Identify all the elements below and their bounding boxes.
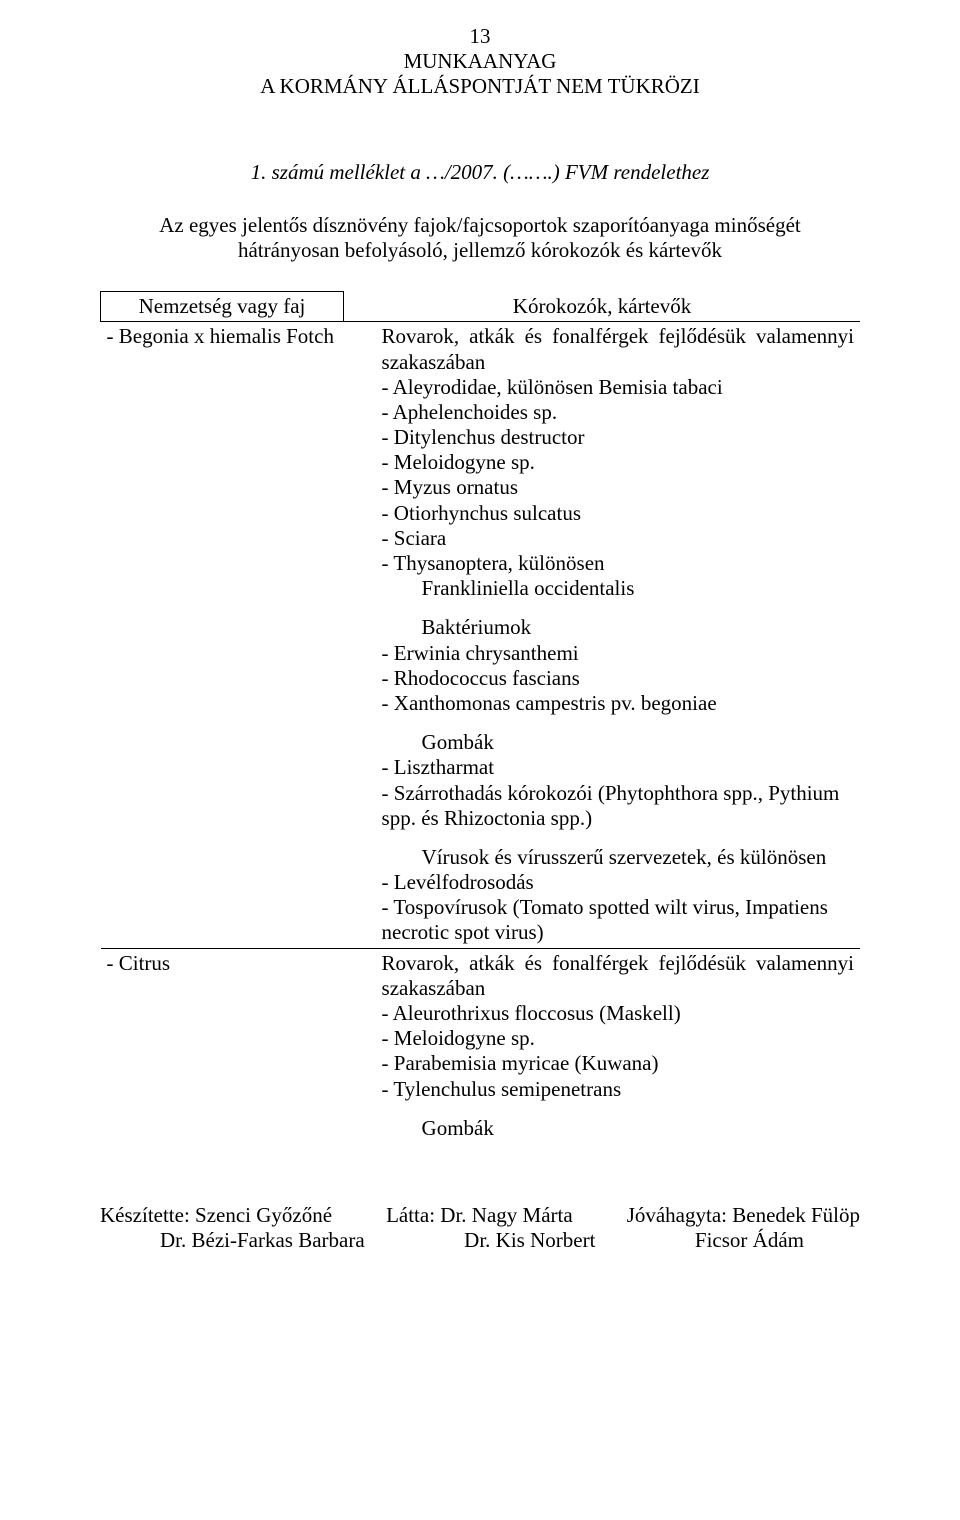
footer-approved-by-2: Ficsor Ádám: [695, 1228, 860, 1253]
intro-text: Rovarok, atkák és fonalférgek fejlődésük…: [350, 951, 854, 1001]
table-header-left: Nemzetség vagy faj: [101, 292, 344, 322]
list-item: - Meloidogyne sp.: [350, 1026, 854, 1051]
table-row: - Citrus Rovarok, atkák és fonalférgek f…: [101, 948, 861, 1143]
list-item: - Tylenchulus semipenetrans: [350, 1077, 854, 1102]
list-item: - Thysanoptera, különösen: [350, 551, 854, 576]
footer-row-1: Készítette: Szenci Győzőné Látta: Dr. Na…: [100, 1203, 860, 1228]
species-cell-begonia: - Begonia x hiemalis Fotch: [101, 322, 344, 948]
attachment-line: 1. számú melléklet a …/2007. (…….) FVM r…: [100, 160, 860, 185]
footer-row-2: Dr. Bézi-Farkas Barbara Dr. Kis Norbert …: [100, 1228, 860, 1253]
list-item: - Szárrothadás kórokozói (Phytophthora s…: [350, 781, 854, 831]
list-item: - Otiorhynchus sulcatus: [350, 501, 854, 526]
main-table: Nemzetség vagy faj Kórokozók, kártevők -…: [100, 291, 860, 1143]
decree-title: Az egyes jelentős dísznövény fajok/fajcs…: [140, 213, 820, 263]
pathogens-cell-citrus: Rovarok, atkák és fonalférgek fejlődésük…: [344, 948, 860, 1143]
header-line-2: A KORMÁNY ÁLLÁSPONTJÁT NEM TÜKRÖZI: [100, 74, 860, 99]
section-heading-bacteria: Baktériumok: [350, 615, 854, 640]
footer-approved-by: Jóváhagyta: Benedek Fülöp: [627, 1203, 860, 1228]
section-heading-fungi: Gombák: [350, 730, 854, 755]
list-item: - Meloidogyne sp.: [350, 450, 854, 475]
list-item: - Rhodococcus fascians: [350, 666, 854, 691]
list-item: - Aleyrodidae, különösen Bemisia tabaci: [350, 375, 854, 400]
footer-seen-by: Látta: Dr. Nagy Márta: [386, 1203, 573, 1228]
page-container: 13 MUNKAANYAG A KORMÁNY ÁLLÁSPONTJÁT NEM…: [0, 0, 960, 1293]
page-header: 13 MUNKAANYAG A KORMÁNY ÁLLÁSPONTJÁT NEM…: [100, 24, 860, 100]
list-item: - Ditylenchus destructor: [350, 425, 854, 450]
list-item: - Levélfodrosodás: [350, 870, 854, 895]
footer-author: Készítette: Szenci Győzőné: [100, 1203, 332, 1228]
species-cell-citrus: - Citrus: [101, 948, 344, 1143]
list-item: - Erwinia chrysanthemi: [350, 641, 854, 666]
list-item: - Tospovírusok (Tomato spotted wilt viru…: [350, 895, 854, 945]
table-row: - Begonia x hiemalis Fotch Rovarok, atká…: [101, 322, 861, 948]
footer-seen-by-2: Dr. Kis Norbert: [464, 1228, 595, 1253]
list-item: - Myzus ornatus: [350, 475, 854, 500]
list-item: - Aleurothrixus floccosus (Maskell): [350, 1001, 854, 1026]
table-header-right: Kórokozók, kártevők: [344, 292, 860, 322]
list-item: - Aphelenchoides sp.: [350, 400, 854, 425]
section-heading-virus: Vírusok és vírusszerű szervezetek, és kü…: [350, 845, 854, 870]
list-subitem: Frankliniella occidentalis: [350, 576, 854, 601]
page-footer: Készítette: Szenci Győzőné Látta: Dr. Na…: [100, 1203, 860, 1253]
footer-author-2: Dr. Bézi-Farkas Barbara: [100, 1228, 365, 1253]
pathogens-cell-begonia: Rovarok, atkák és fonalférgek fejlődésük…: [344, 322, 860, 948]
list-item: - Lisztharmat: [350, 755, 854, 780]
intro-text: Rovarok, atkák és fonalférgek fejlődésük…: [350, 324, 854, 374]
list-item: - Parabemisia myricae (Kuwana): [350, 1051, 854, 1076]
list-item: - Sciara: [350, 526, 854, 551]
list-item: - Xanthomonas campestris pv. begoniae: [350, 691, 854, 716]
header-line-1: MUNKAANYAG: [100, 49, 860, 74]
page-number: 13: [100, 24, 860, 49]
section-heading-fungi: Gombák: [350, 1116, 854, 1141]
